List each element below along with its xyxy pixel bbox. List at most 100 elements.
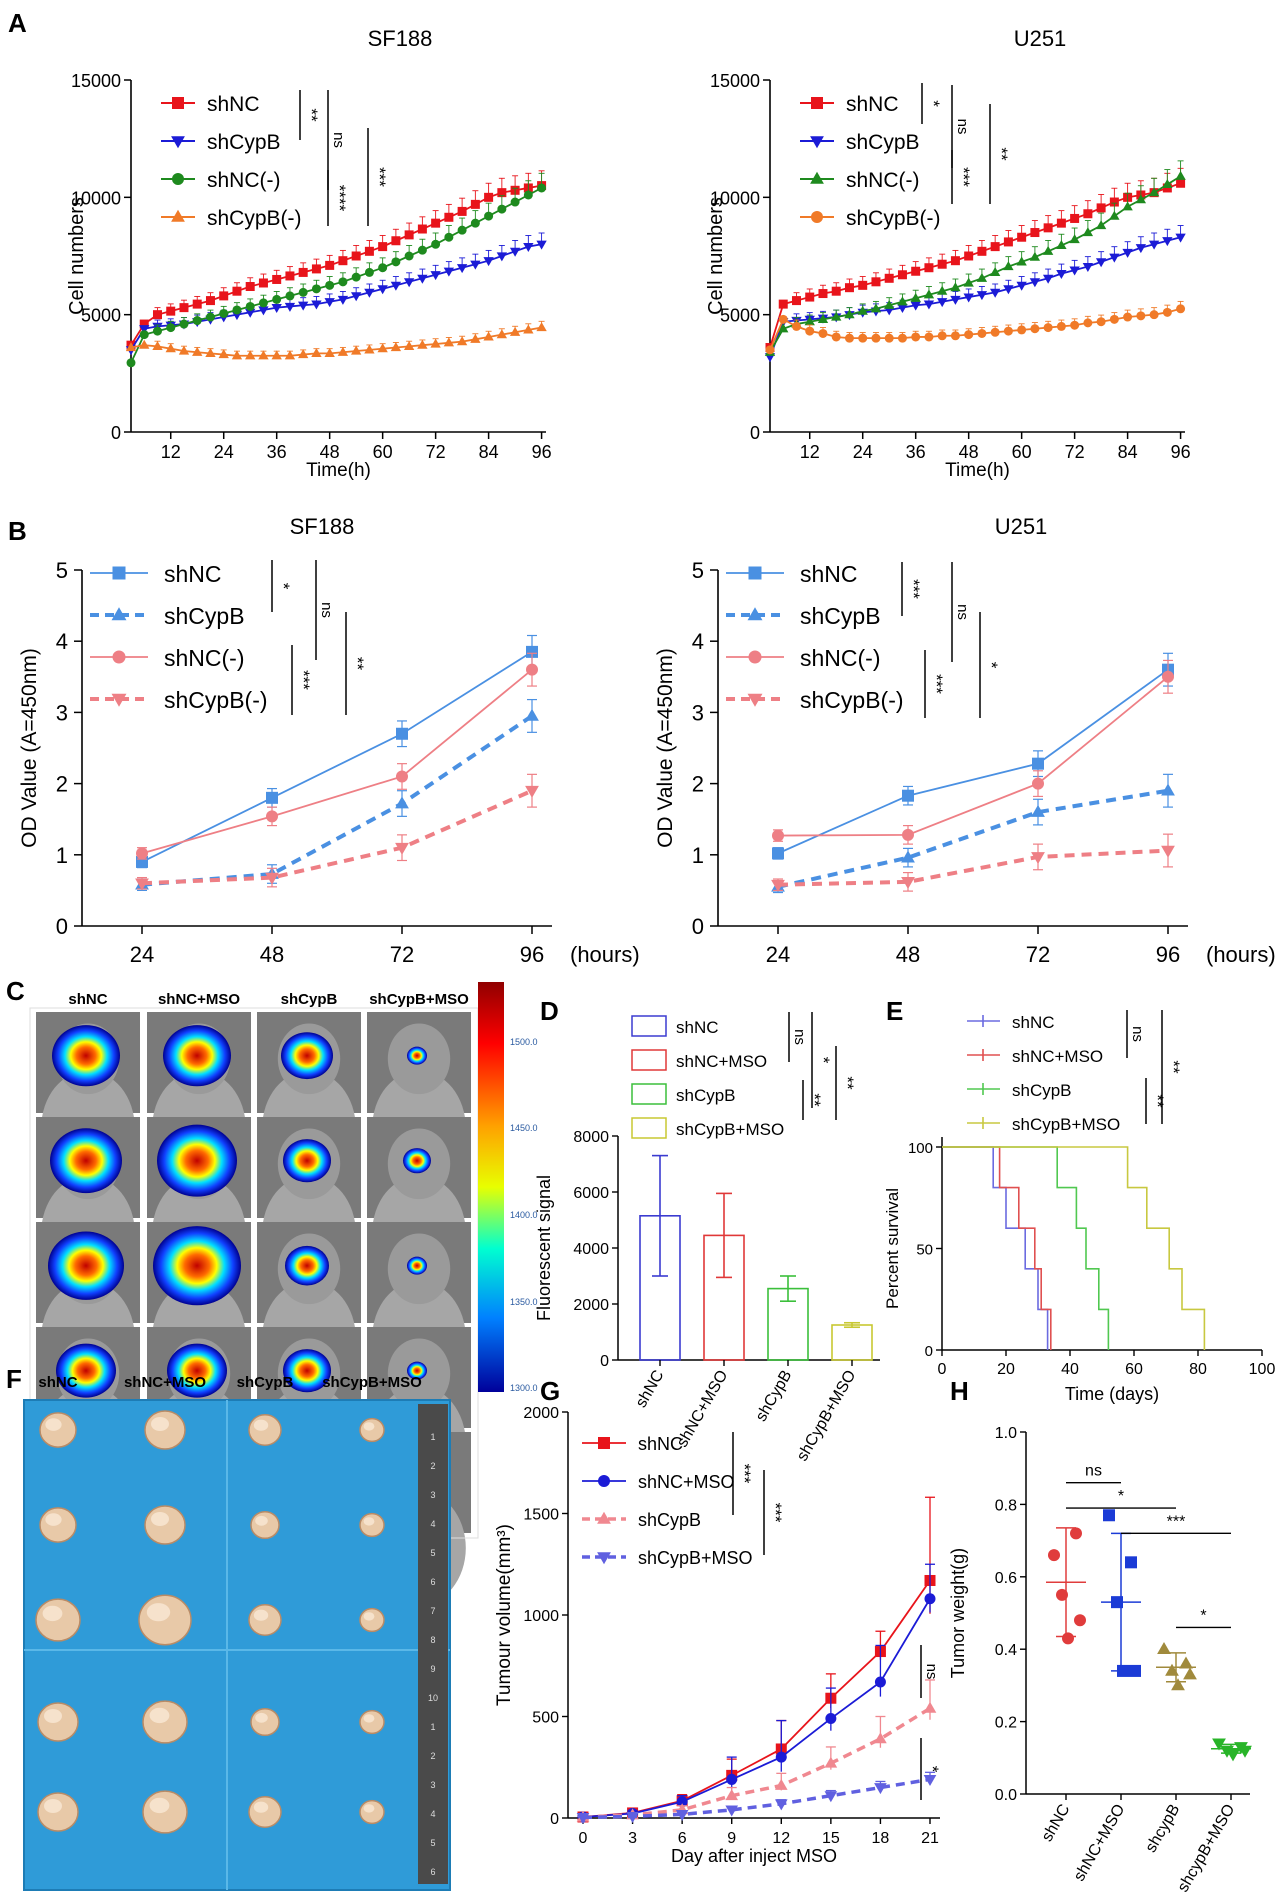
tumour-sample [37, 1702, 79, 1742]
data-point [179, 319, 189, 329]
data-point [1109, 210, 1120, 220]
data-point [1074, 1614, 1086, 1627]
ruler-mark: 7 [430, 1606, 435, 1616]
data-point [192, 299, 202, 309]
legend-label: shCypB(-) [164, 687, 268, 713]
data-point [937, 298, 948, 308]
data-point [403, 278, 415, 288]
data-point [265, 872, 279, 885]
x-tick-label: 0 [938, 1361, 947, 1378]
y-tick-label: 0.6 [995, 1570, 1017, 1587]
data-point [1095, 258, 1107, 268]
luminescence-signal [407, 1256, 427, 1275]
colorbar-tick-label: 1300.0 [510, 1383, 538, 1393]
data-point [391, 257, 401, 267]
sig-mark: ** [1164, 1060, 1183, 1074]
legend-marker [597, 1552, 611, 1565]
data-point [324, 298, 335, 308]
chart-title: SF188 [368, 26, 433, 51]
sig-mark: * [1118, 1488, 1124, 1505]
data-point [1016, 281, 1027, 291]
legend-marker [748, 650, 762, 664]
chart-G: 0 500 1000 1500 2000 0 3 6 9 12 15 18 21 Tumour volum… [494, 1405, 942, 1866]
data-point [139, 330, 149, 340]
x-tick-label: 84 [479, 442, 499, 462]
data-point [325, 260, 335, 270]
data-point [844, 333, 854, 343]
legend-label: shNC [207, 93, 260, 116]
data-point [139, 319, 149, 329]
ruler-mark: 9 [430, 1664, 435, 1674]
x-axis-label: Time(h) [945, 460, 1010, 481]
data-point [1003, 237, 1013, 247]
data-point [858, 280, 868, 290]
y-tick-label: 8000 [573, 1129, 609, 1146]
data-point [298, 287, 308, 297]
data-point [1162, 307, 1172, 317]
tumour-highlight [363, 1422, 375, 1431]
data-point [765, 345, 775, 355]
legend-label: shNC [676, 1018, 719, 1037]
data-point [378, 263, 388, 273]
y-tick-label: 1500 [523, 1507, 559, 1524]
data-point [483, 257, 494, 267]
data-point [285, 291, 295, 301]
data-point [1030, 228, 1040, 238]
data-point [1171, 1678, 1185, 1691]
x-axis-label: Time (days) [1065, 1384, 1159, 1404]
data-point [1111, 1596, 1123, 1609]
legend-marker [811, 97, 823, 109]
data-point [870, 303, 882, 313]
y-tick-label: 0 [550, 1811, 559, 1828]
tumour-highlight [42, 1605, 63, 1622]
column-label: shCypB+MSO [369, 991, 469, 1008]
data-point [338, 277, 348, 287]
tumour-highlight [151, 1512, 169, 1526]
data-point [989, 267, 1001, 277]
tumour-highlight [253, 1609, 269, 1621]
x-tick-label: 80 [1189, 1361, 1207, 1378]
photo-background [24, 1400, 450, 1890]
data-point [311, 264, 321, 274]
sig-mark: *** [370, 167, 389, 187]
data-point [338, 256, 348, 266]
data-point [271, 304, 282, 314]
data-point [536, 240, 547, 250]
data-point [1179, 1656, 1193, 1669]
data-point [1032, 777, 1044, 790]
legend-label: shCypB(-) [207, 207, 302, 230]
series-line-shCypB [769, 236, 1181, 358]
data-point [526, 645, 538, 658]
series-line-shNC+MSO [582, 1598, 931, 1818]
y-tick-label: 2 [692, 772, 704, 797]
data-point [831, 311, 842, 321]
luminescence-signal [56, 1343, 116, 1398]
panel-letter: B [8, 516, 27, 546]
data-point [772, 847, 784, 860]
data-point [395, 842, 409, 855]
legend-marker [747, 693, 763, 707]
sig-mark: ns [330, 132, 347, 148]
data-point [136, 847, 148, 860]
data-point [818, 289, 828, 299]
data-point [139, 325, 150, 335]
data-point [284, 302, 296, 312]
sig-mark: * [814, 1057, 833, 1064]
x-tick-label: shCypB+MSO [794, 1368, 860, 1465]
x-tick-label: 15 [822, 1830, 840, 1847]
y-tick-label: 2000 [573, 1297, 609, 1314]
y-axis-label: OD Value (A=450nm) [654, 648, 677, 848]
panel-F-photo: 1 2 3 4 5 6 7 8 9 10 1 2 3 4 5 6 shNC shNC+MSO shCypB shCyp… [23, 1374, 451, 1891]
y-tick-label: 2000 [523, 1405, 559, 1422]
data-point [1109, 314, 1119, 324]
data-point [858, 333, 868, 343]
panel-letter: A [8, 8, 27, 38]
data-point [364, 246, 374, 256]
legend-label: shNC [164, 561, 222, 587]
colorbar-tick-label: 1350.0 [510, 1297, 538, 1307]
data-point [232, 286, 242, 296]
luminescence-signal [283, 1139, 331, 1183]
data-point [496, 252, 508, 262]
chart-D: 0 2000 4000 6000 8000 Fluorescent signal shNC s… [534, 1012, 880, 1464]
y-axis-label: Tumour volume(mm³) [494, 1524, 515, 1706]
